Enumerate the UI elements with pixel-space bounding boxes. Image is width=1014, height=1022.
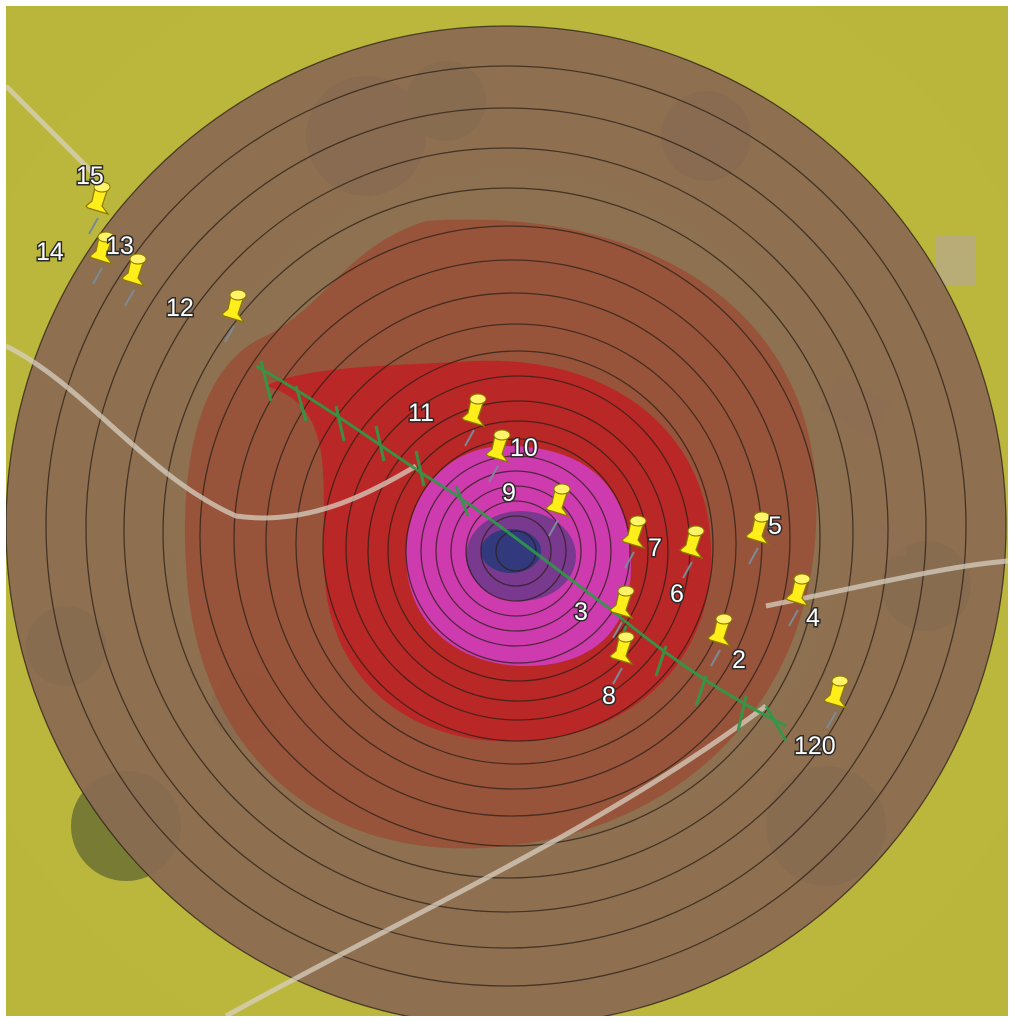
pin-label: 3 xyxy=(574,598,588,626)
pin-label: 6 xyxy=(670,580,684,608)
map-pin-13[interactable]: 13 xyxy=(105,231,147,307)
pin-label: 120 xyxy=(794,732,836,760)
pin-label: 2 xyxy=(732,646,746,674)
map-pin-11[interactable]: 11 xyxy=(407,393,487,447)
map-canvas: 15 14 13 12 11 10 9 76 5 4 3 2 8 120 xyxy=(6,6,1008,1016)
pin-label: 7 xyxy=(648,534,662,562)
map-pin-5[interactable]: 5 xyxy=(745,511,783,565)
pin-label: 10 xyxy=(510,434,538,462)
satellite-map[interactable]: 15 14 13 12 11 10 9 7 6 5 4 3 2 8 120 xyxy=(6,6,1008,1016)
pin-label: 8 xyxy=(602,682,616,710)
map-pin-3[interactable]: 3 xyxy=(573,585,635,639)
pin-label: 11 xyxy=(408,399,434,427)
pin-label: 12 xyxy=(166,294,194,322)
map-pin-12[interactable]: 12 xyxy=(165,289,247,343)
map-pin-120[interactable]: 120 xyxy=(793,675,849,762)
pins-layer: 15 14 13 12 11 10 9 76 5 4 3 2 8 120 xyxy=(35,161,849,762)
map-pin-9[interactable]: 9 xyxy=(501,478,571,537)
pin-label: 14 xyxy=(36,238,64,266)
pin-label: 4 xyxy=(806,604,820,632)
map-pin-8[interactable]: 8 xyxy=(601,631,635,712)
pin-label: 5 xyxy=(768,512,782,540)
contour-lines xyxy=(6,25,1007,1016)
map-pin-15[interactable]: 15 xyxy=(75,161,111,235)
map-pin-4[interactable]: 4 xyxy=(785,573,822,634)
map-pin-14[interactable]: 14 xyxy=(35,231,115,285)
pin-label: 15 xyxy=(76,162,104,190)
map-pin-7[interactable]: 7 xyxy=(621,515,663,569)
map-pin-6[interactable]: 6 xyxy=(669,525,705,610)
map-pin-10[interactable]: 10 xyxy=(485,429,539,483)
map-pin-2[interactable]: 2 xyxy=(707,613,747,676)
pin-label: 9 xyxy=(502,479,516,507)
pin-label: 13 xyxy=(106,232,134,260)
